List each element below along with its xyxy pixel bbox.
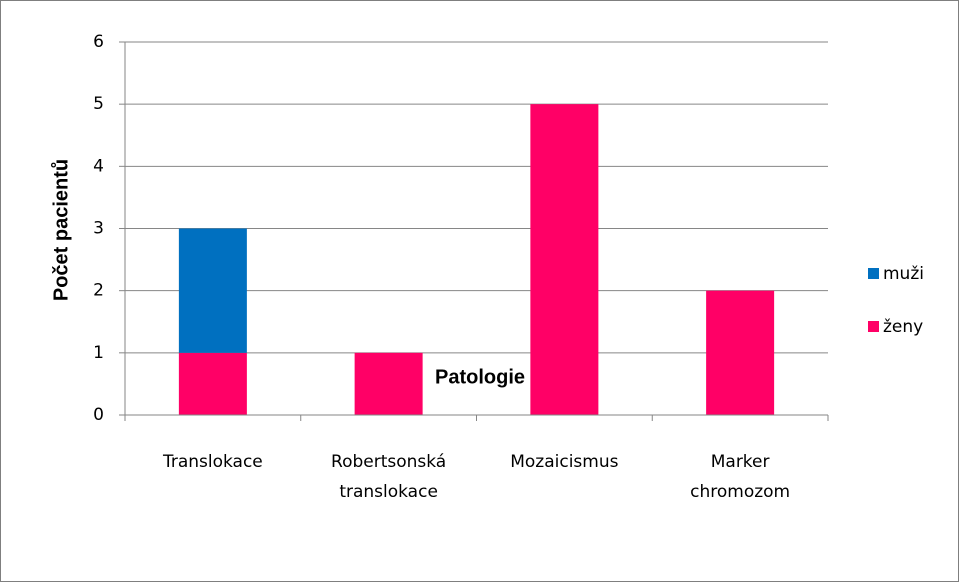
x-tick-label: Mozaicismus	[510, 452, 618, 472]
x-tick-label: Translokace	[162, 452, 263, 472]
y-tick-label: 6	[93, 32, 104, 52]
legend-label: ženy	[883, 317, 923, 337]
bar-segment	[354, 352, 423, 415]
x-tick-label: Robertsonská translokace	[331, 452, 446, 502]
y-tick-label: 5	[93, 94, 104, 114]
legend-label: muži	[883, 264, 924, 284]
x-axis-title: Patologie	[435, 366, 525, 388]
bar-segment	[178, 228, 247, 353]
bar-segment	[530, 104, 599, 416]
bar-segment	[706, 290, 775, 415]
y-axis-title: Počet pacientů	[50, 159, 72, 301]
y-tick-label: 1	[93, 343, 104, 363]
bar-segment	[178, 352, 247, 415]
legend-swatch	[868, 268, 879, 279]
y-tick-label: 3	[93, 219, 104, 239]
y-tick-label: 2	[93, 281, 104, 301]
x-tick-label: Marker chromozom	[690, 452, 790, 502]
y-tick-label: 0	[93, 405, 104, 425]
y-tick-label: 4	[93, 156, 104, 176]
legend-swatch	[868, 321, 879, 332]
